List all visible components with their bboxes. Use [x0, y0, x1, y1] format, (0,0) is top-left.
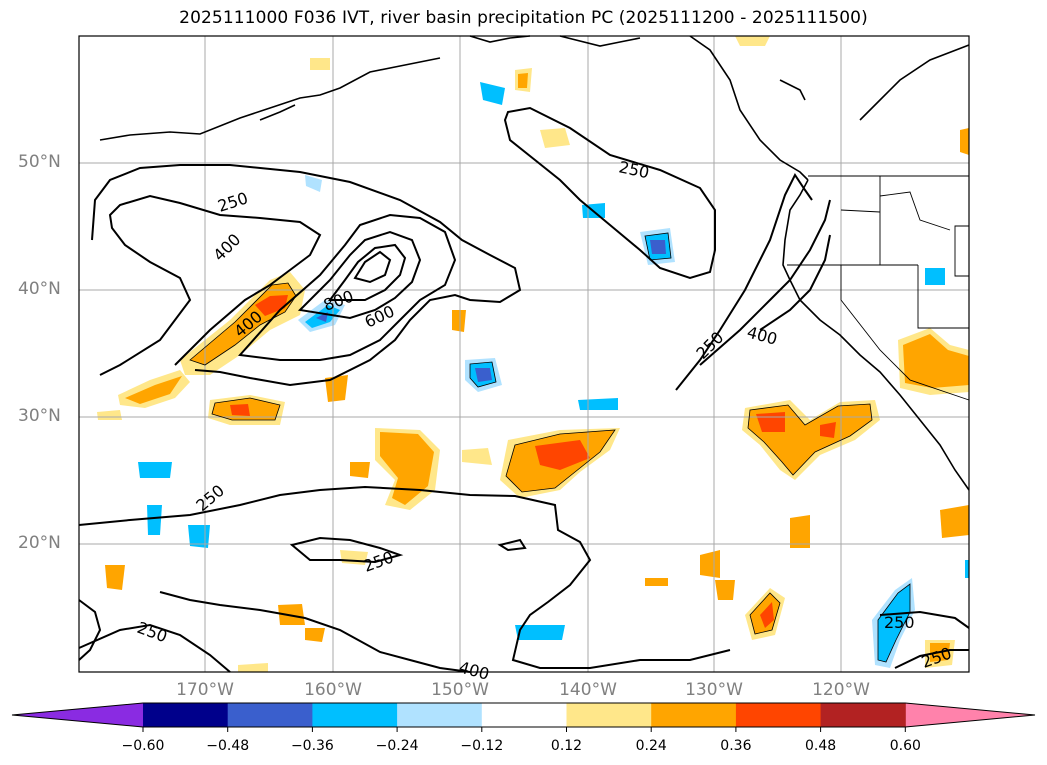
precip-outlines — [189, 232, 911, 663]
lat-label-20n: 20°N — [18, 533, 61, 553]
colorbar-segment — [735, 703, 822, 727]
colorbar-segment — [566, 703, 652, 727]
colorbar-tick-label: −0.48 — [206, 738, 250, 754]
colorbar — [11, 702, 1036, 732]
colorbar-segment — [820, 703, 906, 727]
coastlines — [99, 35, 970, 491]
colorbar-min-extension — [12, 703, 143, 727]
colorbar-tick-label: −0.24 — [375, 738, 419, 754]
colorbar-tick-label: 0.60 — [889, 738, 921, 754]
lon-label-140w: 140°W — [559, 680, 617, 700]
lon-label-170w: 170°W — [176, 680, 234, 700]
colorbar-tick-label: −0.12 — [460, 738, 504, 754]
contour-label: 250 — [884, 613, 915, 632]
lon-label-130w: 130°W — [685, 680, 743, 700]
positive-shading — [97, 36, 969, 672]
colorbar-segment — [227, 703, 313, 727]
colorbar-max-extension — [905, 703, 1035, 727]
lat-label-40n: 40°N — [18, 279, 61, 299]
colorbar-tick-label: 0.12 — [550, 738, 583, 754]
lat-label-30n: 30°N — [18, 406, 61, 426]
map-title: 2025111000 F036 IVT, river basin precipi… — [179, 8, 868, 28]
colorbar-segment — [481, 703, 567, 727]
lon-label-120w: 120°W — [812, 680, 870, 700]
plot-frame — [78, 35, 970, 673]
colorbar-tick-label: 0.48 — [805, 738, 837, 754]
ivt-contours — [78, 106, 970, 673]
precipitation-shading — [97, 36, 969, 672]
political-borders — [787, 175, 970, 401]
colorbar-tick-label: 0.24 — [635, 738, 667, 754]
colorbar-segment — [397, 703, 483, 727]
lat-label-50n: 50°N — [18, 152, 61, 172]
graticule — [79, 36, 969, 672]
colorbar-segment — [651, 703, 737, 727]
lon-label-160w: 160°W — [304, 680, 362, 700]
colorbar-tick-label: 0.36 — [720, 738, 752, 754]
lon-label-150w: 150°W — [431, 680, 489, 700]
colorbar-segment — [312, 703, 398, 727]
colorbar-tick-label: −0.36 — [290, 738, 334, 754]
colorbar-tick-label: −0.60 — [121, 738, 165, 754]
colorbar-segment — [143, 703, 229, 727]
